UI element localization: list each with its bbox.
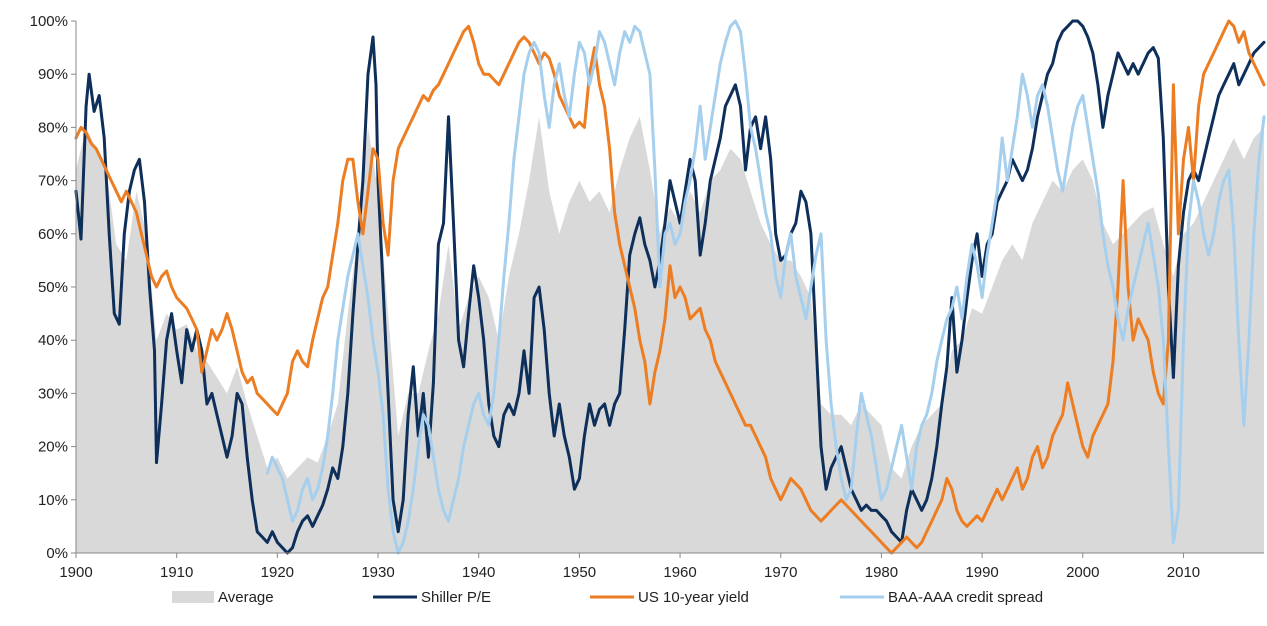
x-tick-label: 1930 [361, 564, 394, 581]
legend: Average Shiller P/E US 10-year yield BAA-AA… [172, 589, 1043, 606]
y-tick-label: 20% [38, 439, 68, 456]
x-tick-label: 1950 [563, 564, 596, 581]
x-tick-label: 1920 [261, 564, 294, 581]
x-tick-label: 1990 [965, 564, 998, 581]
x-tick-label: 1900 [59, 564, 92, 581]
y-tick-label: 50% [38, 279, 68, 296]
series-line-us-10-year-yield [74, 19, 1266, 555]
y-tick-label: 0% [46, 545, 68, 562]
line-layer [74, 19, 1266, 555]
y-tick-label: 80% [38, 119, 68, 136]
series-line-baa-aaa-credit-spread [265, 19, 1266, 555]
y-tick-label: 90% [38, 66, 68, 83]
legend-label-shiller-p-e: Shiller P/E [421, 589, 491, 606]
x-tick-label: 2000 [1066, 564, 1099, 581]
legend-label-average: Average [218, 589, 274, 606]
x-tick-label: 2010 [1167, 564, 1200, 581]
legend-label-baa-aaa-credit-spread: BAA-AAA credit spread [888, 589, 1043, 606]
x-tick-label: 1980 [865, 564, 898, 581]
y-tick-label: 10% [38, 492, 68, 509]
y-tick-label: 40% [38, 332, 68, 349]
y-tick-label: 100% [30, 13, 68, 30]
series-line-shiller-p-e [74, 19, 1266, 555]
y-tick-label: 60% [38, 226, 68, 243]
y-tick-label: 70% [38, 173, 68, 190]
axes: 0% 10% 20% 30% 40% 50% 60% 70% 80% 90% 100% 1900 191… [30, 13, 1264, 581]
area-layer [76, 116, 1264, 554]
legend-label-us-10-year-yield: US 10-year yield [638, 589, 749, 606]
legend-swatch-average [172, 591, 214, 603]
series-area-average [76, 116, 1264, 554]
x-tick-label: 1960 [663, 564, 696, 581]
x-tick-label: 1910 [160, 564, 193, 581]
x-tick-label: 1940 [462, 564, 495, 581]
y-tick-label: 30% [38, 385, 68, 402]
x-tick-label: 1970 [764, 564, 797, 581]
